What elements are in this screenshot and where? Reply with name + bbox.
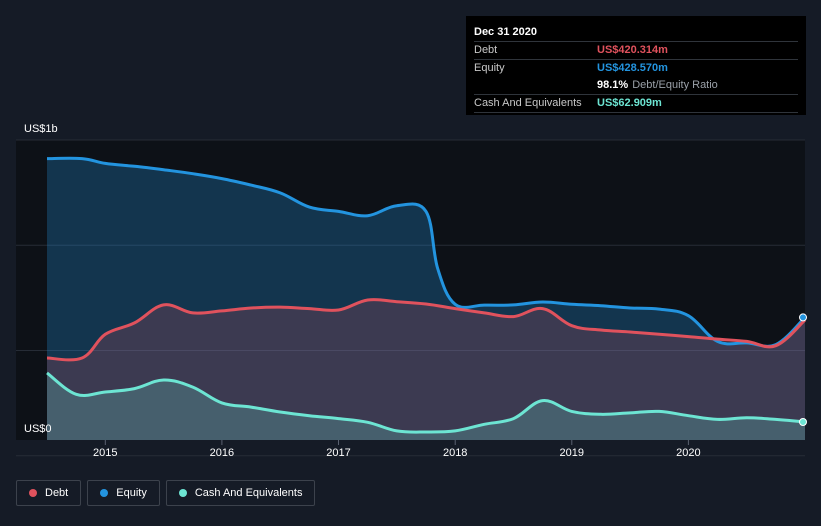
cash-and-equivalents-line: [46, 371, 806, 434]
cash-and-equivalents-area: [47, 372, 805, 440]
legend-item-cash[interactable]: Cash And Equivalents: [165, 480, 316, 506]
x-axis-ticks: 2015 2016 2017 2018 2019 2020: [93, 440, 701, 459]
tooltip-equity-value: US$428.570m: [597, 62, 668, 74]
tooltip-debt-value: US$420.314m: [597, 44, 668, 56]
x-tick-label: 2018: [443, 447, 467, 459]
debt-line: [46, 298, 807, 362]
tooltip-cash-value: US$62.909m: [597, 97, 662, 109]
x-tick-label: 2015: [93, 447, 117, 459]
x-tick-label: 2017: [326, 447, 350, 459]
equity-dot-icon: [100, 489, 109, 497]
legend-item-debt[interactable]: Debt: [16, 480, 82, 506]
tooltip-row-equity: Equity US$428.570m: [474, 60, 798, 77]
tooltip-row-cash: Cash And Equivalents US$62.909m: [474, 95, 798, 113]
legend-item-equity[interactable]: Equity: [87, 480, 160, 506]
tooltip-date: Dec 31 2020: [474, 24, 798, 42]
end-markers: [799, 313, 807, 426]
legend-debt-label: Debt: [45, 487, 69, 499]
gridlines: [16, 139, 805, 457]
tooltip-row-ratio: 98.1% Debt/Equity Ratio: [474, 77, 798, 95]
series-areas: [47, 158, 805, 440]
tooltip-panel: Dec 31 2020 Debt US$420.314m Equity US$4…: [466, 16, 806, 115]
tooltip-ratio-label: Debt/Equity Ratio: [632, 79, 718, 91]
tooltip-row-debt: Debt US$420.314m: [474, 42, 798, 60]
equity-end-marker: [799, 313, 807, 322]
legend: Debt Equity Cash And Equivalents: [16, 480, 316, 506]
y-axis-top-label: US$1b: [24, 123, 58, 135]
debt-dot-icon: [29, 489, 37, 497]
equity-line: [46, 156, 807, 348]
legend-equity-label: Equity: [116, 487, 147, 499]
x-tick-label: 2019: [560, 447, 584, 459]
tooltip-cash-label: Cash And Equivalents: [474, 97, 582, 109]
legend-cash-label: Cash And Equivalents: [194, 487, 303, 499]
x-tick-label: 2016: [210, 447, 234, 459]
plot-background: [16, 140, 805, 440]
y-axis-bottom-label: US$0: [24, 423, 52, 435]
equity-area: [47, 158, 805, 440]
x-tick-label: 2020: [676, 447, 700, 459]
tooltip-equity-label: Equity: [474, 62, 505, 74]
cash-dot-icon: [178, 489, 187, 497]
cash-and-equivalents-end-marker: [799, 418, 807, 426]
series-lines: [46, 156, 807, 434]
tooltip-debt-label: Debt: [474, 44, 498, 56]
tooltip-ratio-value: 98.1%: [597, 79, 629, 91]
